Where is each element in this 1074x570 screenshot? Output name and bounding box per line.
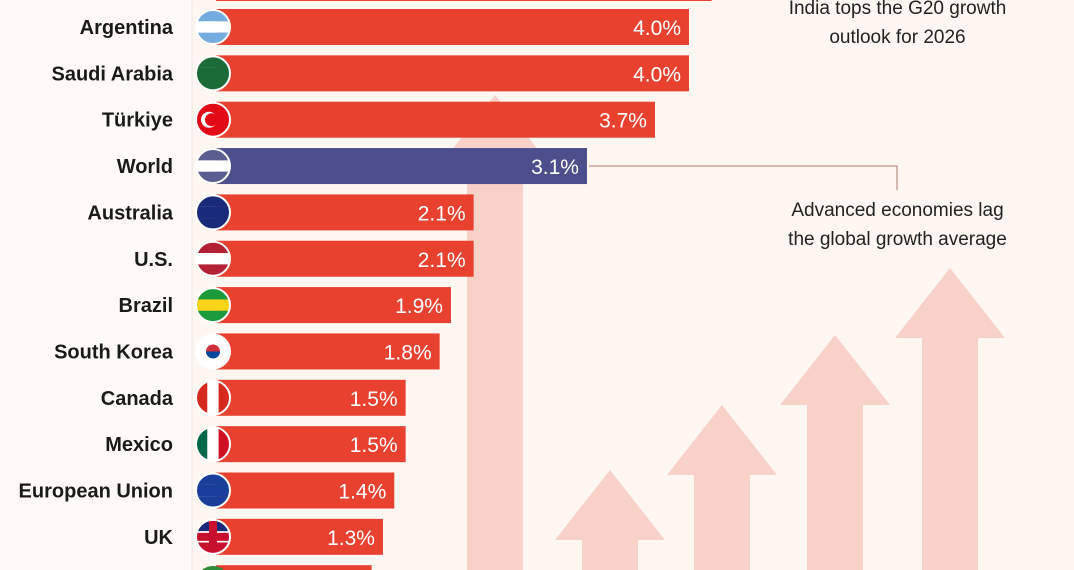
bar	[216, 194, 474, 231]
us-flag-icon	[195, 240, 231, 277]
bar	[216, 426, 406, 463]
bar-row: Canada 1.5%	[101, 379, 406, 416]
annotation-leader-line	[589, 165, 898, 190]
bar-row: UK 1.3%	[144, 518, 383, 555]
bar	[216, 379, 406, 416]
canada-flag-icon	[195, 379, 231, 416]
value-label: 1.4%	[338, 481, 386, 504]
australia-flag-icon	[195, 194, 231, 231]
arrow-decoration	[895, 268, 1005, 570]
annotation-india: India tops the G20 growth outlook for 20…	[760, 0, 1035, 52]
bar-row: South Korea 1.8%	[54, 333, 440, 370]
uk-flag-icon	[195, 518, 231, 555]
category-label: Canada	[101, 388, 174, 410]
category-label: Saudi Arabia	[51, 63, 173, 85]
bar-row: Brazil 1.9%	[119, 287, 451, 324]
value-label: 3.7%	[599, 110, 647, 133]
value-label: 1.3%	[327, 527, 375, 550]
value-label: 2.1%	[418, 249, 466, 272]
annotation-line: the global growth average	[788, 229, 1007, 250]
category-label: World	[117, 156, 173, 178]
category-label: Argentina	[80, 17, 174, 39]
bar-row: Mexico 1.5%	[105, 426, 406, 463]
mexico-flag-icon	[195, 426, 231, 463]
category-label: South Korea	[54, 341, 174, 363]
bar-row: U.S. 2.1%	[134, 240, 474, 277]
turkiye-flag-icon	[195, 101, 231, 138]
bar-row: Australia 2.1%	[87, 194, 474, 231]
arrow-decoration	[780, 335, 890, 570]
value-label: 2.1%	[418, 202, 466, 225]
bar-row: World 3.1%	[117, 148, 587, 185]
category-label: Brazil	[119, 295, 173, 317]
bar	[216, 148, 587, 185]
bar	[216, 55, 689, 92]
bar-partial	[216, 565, 372, 570]
bar	[216, 240, 474, 277]
category-label: European Union	[19, 481, 173, 503]
value-label: 4.0%	[633, 17, 681, 40]
annotation-advanced: Advanced economies lag the global growth…	[760, 196, 1035, 254]
value-label: 1.8%	[384, 341, 432, 364]
arrow-decoration	[667, 405, 777, 570]
bar-row: European Union 1.4%	[19, 472, 395, 509]
argentina-flag-icon	[195, 9, 231, 45]
annotation-line: India tops the G20 growth	[788, 0, 1007, 19]
bar-row: Saudi Arabia 4.0%	[51, 55, 689, 92]
saudi-arabia-flag-icon	[195, 55, 231, 92]
bar	[216, 333, 440, 370]
bar	[216, 287, 451, 324]
value-label: 1.5%	[350, 388, 398, 411]
category-label: UK	[144, 527, 173, 549]
category-label: U.S.	[134, 249, 173, 271]
arrow-decoration	[555, 470, 665, 570]
eu-flag-icon	[195, 472, 231, 509]
brazil-flag-icon	[195, 287, 231, 324]
value-label: 3.1%	[531, 156, 579, 179]
south-korea-flag-icon	[195, 333, 231, 370]
category-label: Türkiye	[102, 110, 173, 132]
bar	[216, 518, 383, 555]
annotation-line: outlook for 2026	[829, 27, 966, 48]
annotation-line: Advanced economies lag	[791, 200, 1004, 221]
value-label: 1.9%	[395, 295, 443, 318]
bar	[216, 9, 689, 45]
bar	[216, 472, 395, 509]
value-label: 1.5%	[350, 434, 398, 457]
category-label: Mexico	[105, 434, 173, 456]
label-column	[0, 0, 192, 570]
bar	[216, 101, 655, 138]
flag-icon-partial	[202, 566, 224, 570]
value-label: 4.0%	[633, 63, 681, 86]
category-label: Australia	[87, 202, 173, 224]
bar-partial	[216, 0, 712, 1]
globe-icon	[195, 148, 231, 185]
bar-row: Argentina 4.0%	[80, 9, 689, 45]
bar-row: Türkiye 3.7%	[102, 101, 655, 138]
